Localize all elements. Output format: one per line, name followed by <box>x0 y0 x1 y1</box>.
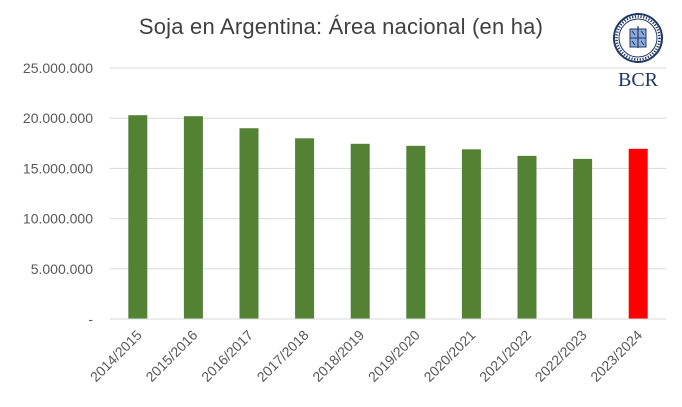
x-tick-label: 2020/2021 <box>420 327 478 385</box>
bar-2022-2023 <box>573 158 593 319</box>
bcr-logo: BCR <box>606 12 670 92</box>
y-tick-label: 5.000.000 <box>31 261 93 277</box>
bar-2016-2017 <box>239 128 259 319</box>
bcr-logo-text: BCR <box>618 69 659 91</box>
x-tick-label: 2015/2016 <box>142 327 200 385</box>
bar-2018-2019 <box>350 143 370 319</box>
x-tick-label: 2018/2019 <box>309 327 367 385</box>
y-axis-tick-labels: - 5.000.000 10.000.000 15.000.000 20.000.000… <box>23 60 93 327</box>
bar-2023-2024 <box>628 148 648 319</box>
x-tick-label: 2014/2015 <box>87 327 145 385</box>
bar-2015-2016 <box>183 116 203 319</box>
x-tick-label: 2023/2024 <box>587 327 645 385</box>
y-tick-label: 20.000.000 <box>23 110 93 126</box>
bcr-seal-icon <box>613 13 663 63</box>
chart-title: Soja en Argentina: Área nacional (en ha) <box>138 14 544 39</box>
y-tick-label: - <box>88 311 93 327</box>
x-axis-tick-labels: 2014/20152015/20162016/20172017/20182018… <box>87 327 646 385</box>
bar-2020-2021 <box>461 149 481 319</box>
x-tick-label: 2017/2018 <box>254 327 312 385</box>
bar-2017-2018 <box>295 138 315 319</box>
bar-2019-2020 <box>406 145 426 319</box>
x-tick-label: 2022/2023 <box>532 327 590 385</box>
x-tick-label: 2021/2022 <box>476 327 534 385</box>
bar-2021-2022 <box>517 155 537 319</box>
x-tick-label: 2016/2017 <box>198 327 256 385</box>
bars <box>128 115 648 319</box>
y-tick-label: 10.000.000 <box>23 211 93 227</box>
x-tick-label: 2019/2020 <box>365 327 423 385</box>
y-tick-label: 25.000.000 <box>23 60 93 76</box>
bar-2014-2015 <box>128 115 148 319</box>
y-tick-label: 15.000.000 <box>23 160 93 176</box>
